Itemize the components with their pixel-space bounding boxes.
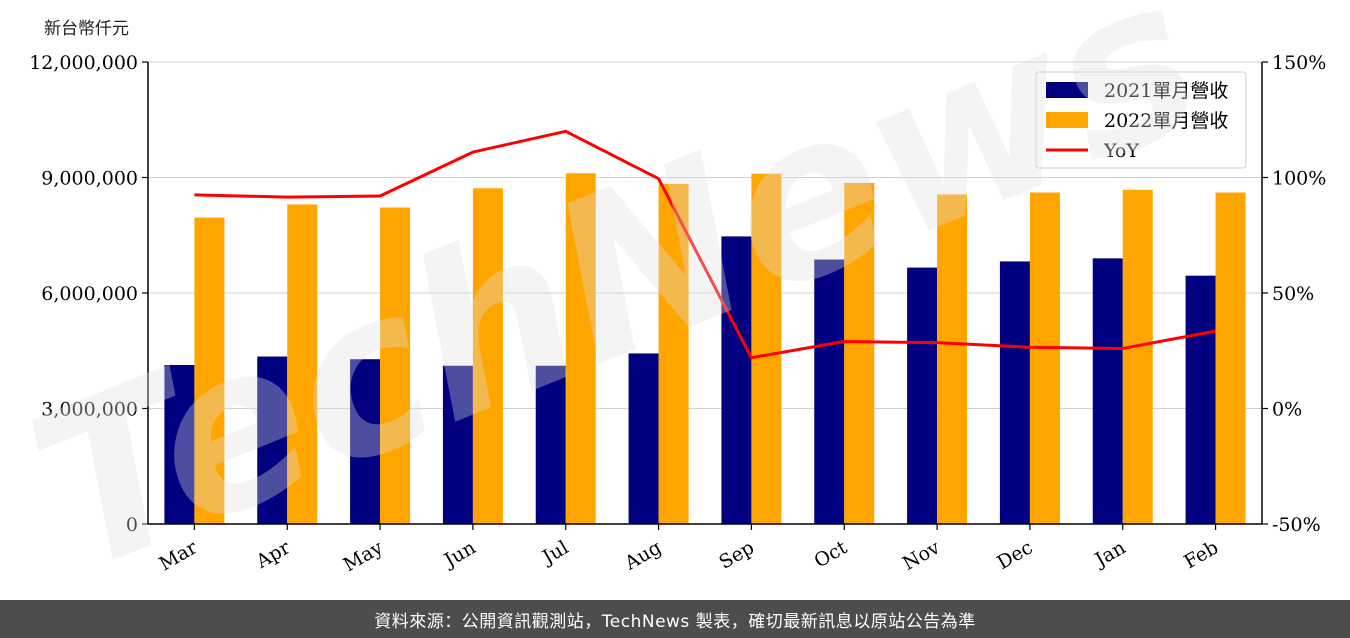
legend-label: YoY [1103,140,1139,162]
y-right-tick-label: 150% [1272,52,1326,74]
x-tick-label-nov: Nov [899,536,944,575]
y-right-tick-label: 0% [1272,399,1302,421]
y-right-tick-label: -50% [1272,514,1321,536]
bars [164,173,1246,525]
x-tick-label-may: May [340,536,387,576]
bar-2022-oct [844,182,875,524]
y-right-tick-label: 50% [1272,283,1314,305]
legend-swatch [1046,82,1088,98]
bar-2021-nov [907,267,938,524]
bar-2021-may [350,359,381,524]
x-tick-label-jan: Jan [1090,536,1130,572]
bar-2022-may [380,207,411,524]
legend-box [1035,71,1247,169]
bar-2022-apr [287,204,318,524]
chart: 0 3,000,000 6,000,000 9,000,000 12,000,000 -5… [29,52,1326,576]
x-tick-label-feb: Feb [1180,536,1222,573]
bar-2021-oct [814,259,845,524]
bar-2022-jan [1122,189,1153,524]
bar-2021-dec [999,261,1030,524]
x-tick-label-aug: Aug [620,536,665,575]
legend: 2021單月營收 2022單月營收 YoY [1035,71,1247,169]
bar-2021-sep [721,236,752,524]
y-left-tick-label: 9,000,000 [41,168,138,190]
bar-2022-dec [1029,192,1060,524]
y-left-tick-label: 0 [126,514,138,536]
bar-2022-mar [194,217,225,525]
bar-2022-jun [472,188,503,524]
bar-2022-jul [565,173,596,524]
y-left-tick-label: 12,000,000 [29,52,138,74]
source-footer: 資料來源：公開資訊觀測站，TechNews 製表，確切最新訊息以原站公告為準 [0,600,1350,638]
x-tick-label-sep: Sep [715,536,758,573]
bar-2021-jul [535,365,566,524]
bar-2021-aug [628,353,659,524]
x-tick-label-oct: Oct [810,536,851,572]
x-tick-label-jul: Jul [537,536,572,569]
legend-label: 2021單月營收 [1104,80,1228,102]
bar-2021-jan [1092,258,1123,524]
yoy-line-layer [194,129,1216,360]
y-left-tick-label: 3,000,000 [41,399,138,421]
y-axis-unit-label: 新台幣仟元 [44,19,129,39]
yoy-line [194,129,1216,360]
x-tick-label-dec: Dec [993,536,1036,574]
bar-2021-mar [164,364,195,524]
footer-text: 資料來源：公開資訊觀測站，TechNews 製表，確切最新訊息以原站公告為準 [374,611,976,632]
bar-2021-jun [442,365,473,524]
x-tick-label-jun: Jun [439,536,480,572]
bar-2022-feb [1215,192,1246,524]
bar-2022-sep [751,173,782,524]
x-tick-label-mar: Mar [155,536,201,575]
bar-2022-aug [658,184,689,525]
legend-label: 2022單月營收 [1104,110,1228,132]
y-left-tick-label: 6,000,000 [41,283,138,305]
bar-2021-feb [1185,275,1216,524]
y-right-tick-label: 100% [1272,168,1326,190]
x-tick-label-apr: Apr [252,536,295,573]
bar-2022-nov [937,194,968,524]
legend-swatch [1046,112,1088,128]
bar-2021-apr [257,356,288,524]
